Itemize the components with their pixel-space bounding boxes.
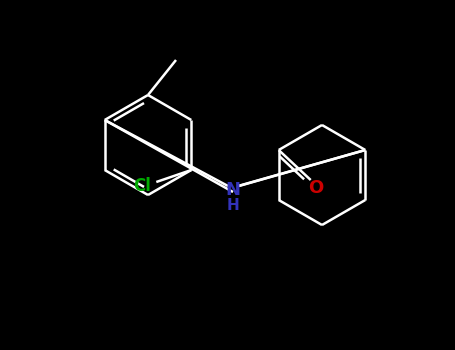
Text: O: O [308, 179, 324, 197]
Text: N: N [226, 181, 241, 199]
Text: H: H [227, 197, 239, 212]
Text: Cl: Cl [133, 177, 151, 195]
